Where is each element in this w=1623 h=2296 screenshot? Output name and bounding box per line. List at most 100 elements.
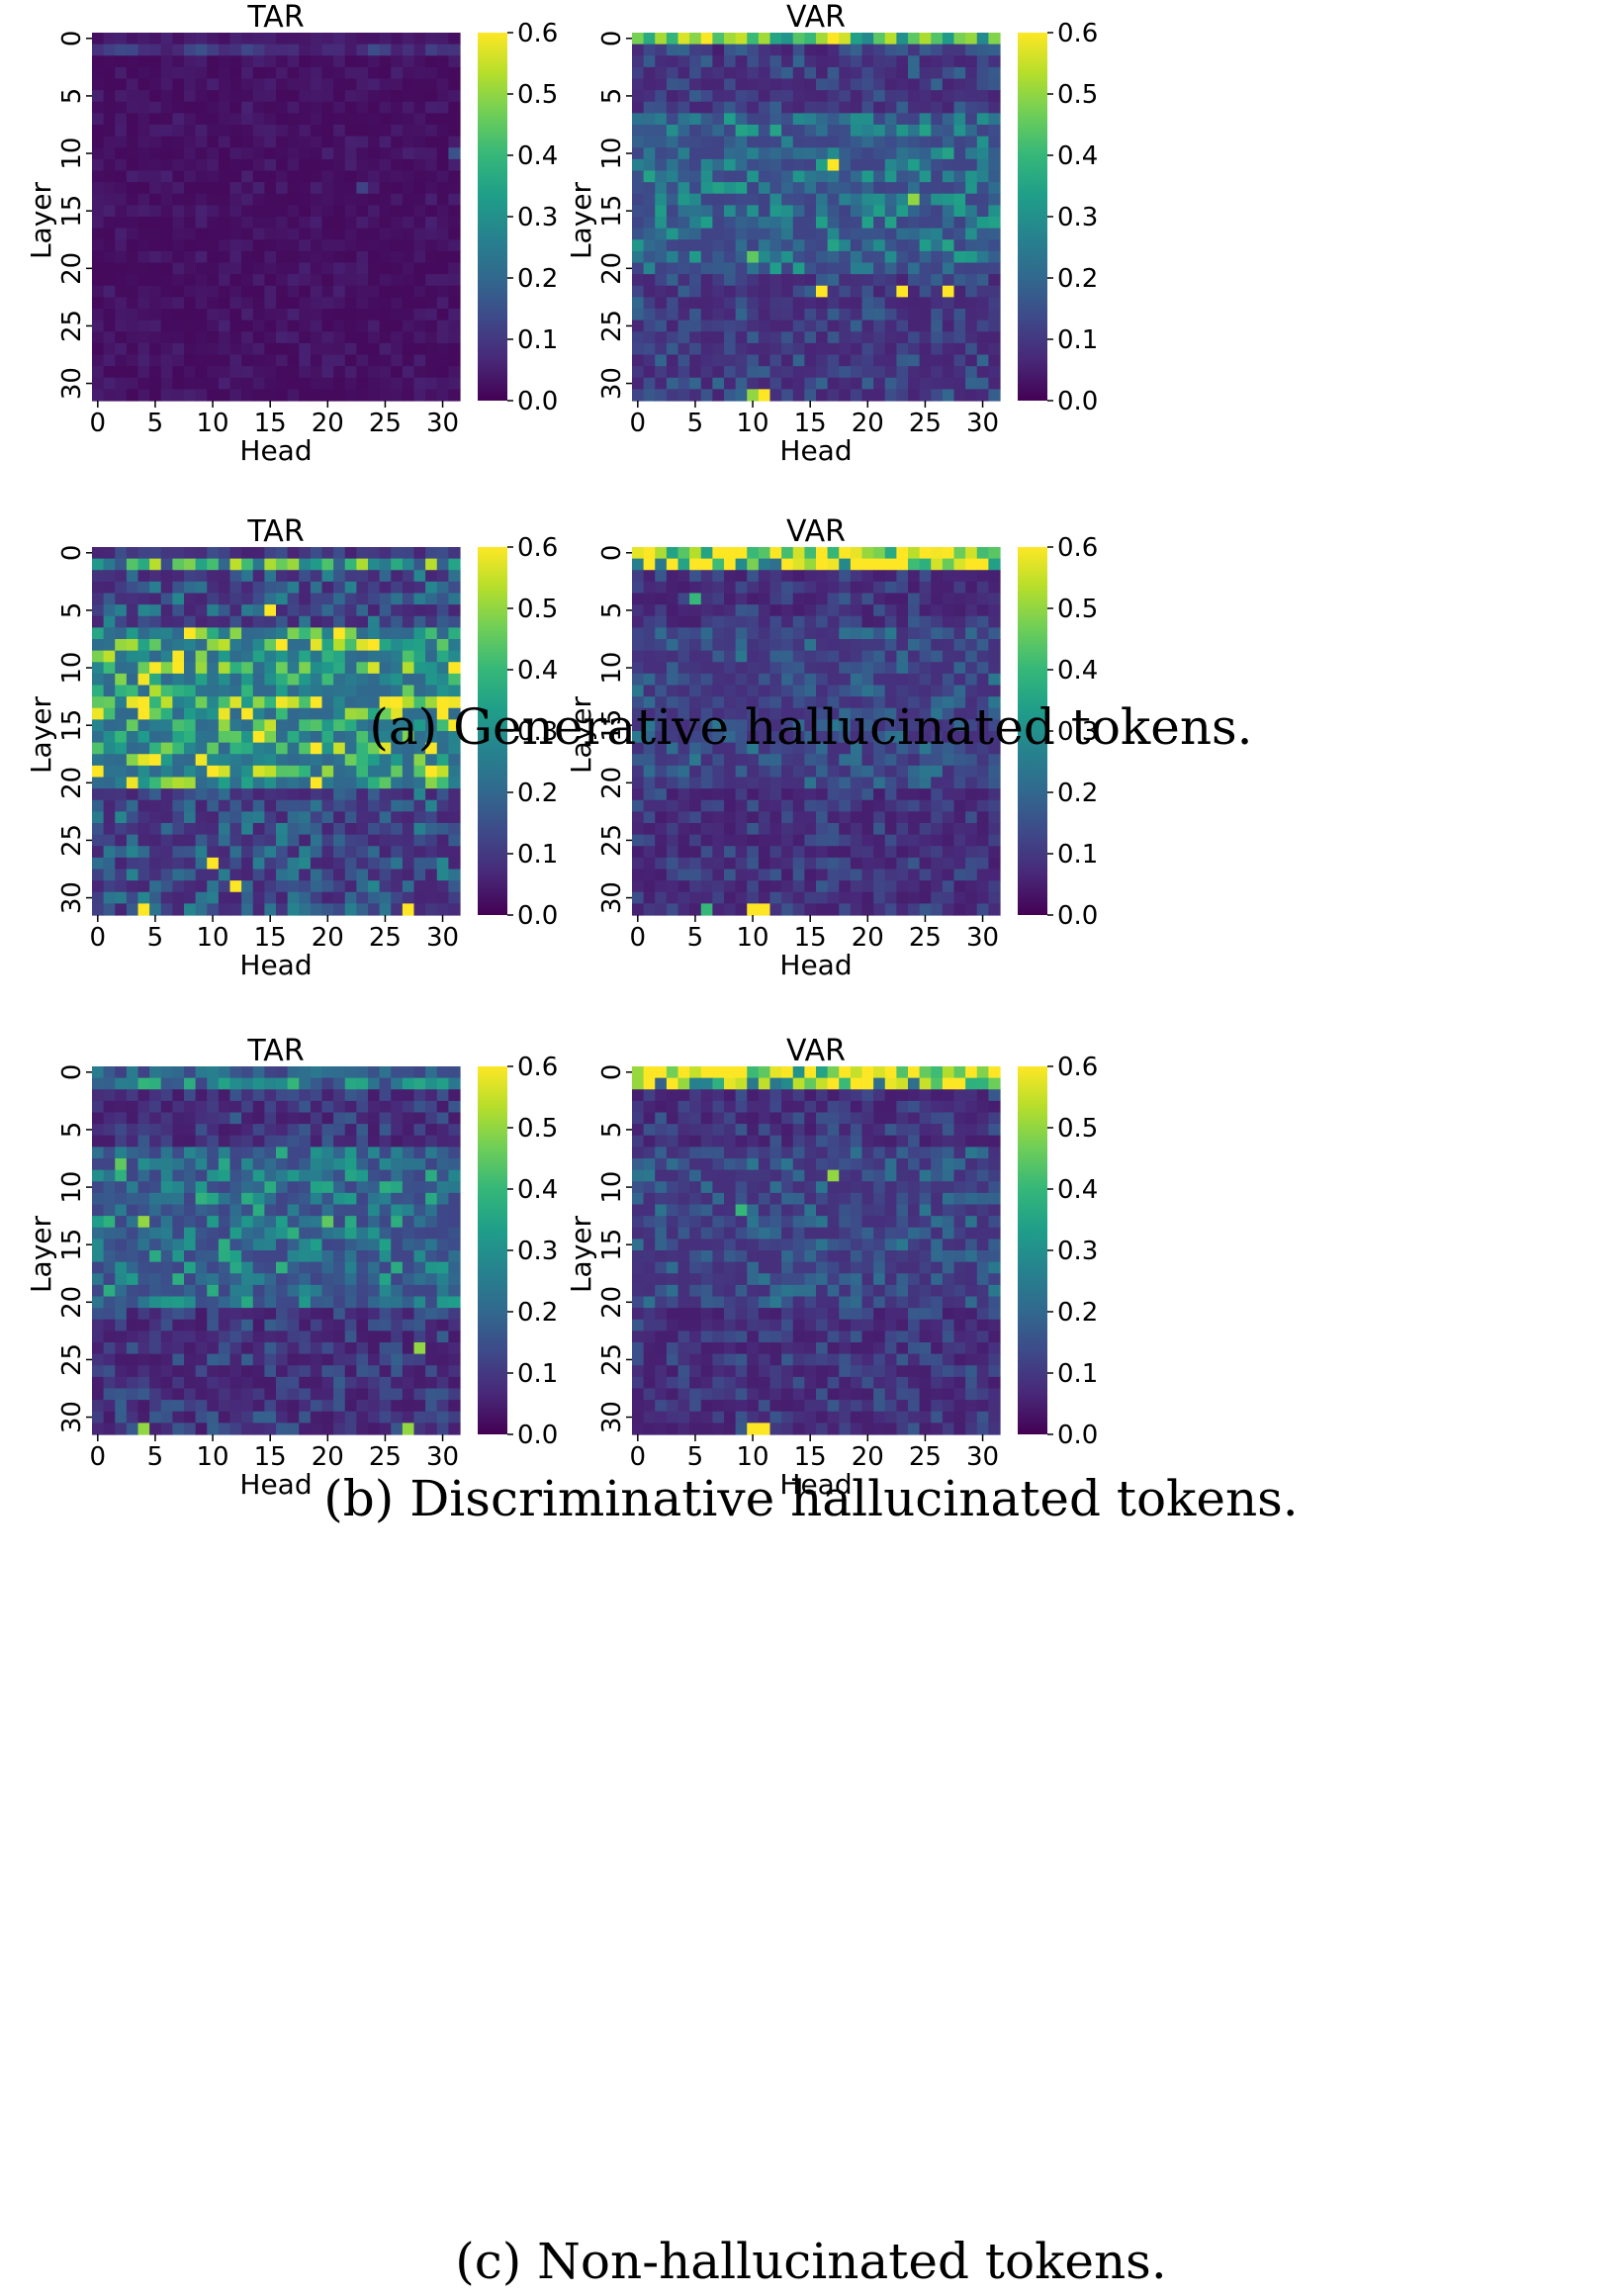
heatmap-cell [413,742,426,755]
heatmap-cell [356,1077,369,1090]
heatmap-cell [804,777,817,789]
heatmap-cell [184,239,197,252]
heatmap-cell [724,880,737,893]
heatmap-cell [792,320,805,332]
heatmap-cell [769,90,782,103]
heatmap-cell [931,604,944,617]
heatmap-cell [436,1124,449,1137]
heatmap-cell [229,788,242,801]
heatmap-cell [839,113,852,126]
heatmap-cell [839,55,852,68]
heatmap-cell [689,823,702,836]
heatmap-cell [252,1135,265,1148]
heatmap-cell [195,615,208,628]
heatmap-cell [391,615,404,628]
heatmap-cell [735,239,748,252]
heatmap-cell [402,320,415,332]
heatmap-cell [908,615,921,628]
heatmap-cell [953,823,966,836]
heatmap-cell [712,182,725,195]
heatmap-cell [827,846,840,859]
heatmap-cell [264,1147,277,1159]
heatmap-cell [160,673,173,687]
heatmap-cell [184,217,197,230]
heatmap-cell [712,285,725,298]
heatmap-cell [425,1239,438,1251]
heatmap-cell [252,331,265,344]
heatmap-cell [908,558,921,571]
heatmap-cell [425,1227,438,1240]
heatmap-cells [632,33,1001,402]
heatmap-cell [252,354,265,367]
heatmap-cell [195,239,208,252]
heatmap-cell [700,297,713,310]
heatmap-cell [368,158,381,172]
heatmap-cell [402,1147,415,1159]
heatmap-cell [436,650,449,663]
heatmap-cell [700,217,713,230]
heatmap-cell [379,570,392,583]
heatmap-cell [252,170,265,183]
heatmap-cell [103,662,116,675]
heatmap-cell [816,377,829,390]
heatmap-cell [276,857,289,871]
heatmap-cell [827,765,840,779]
heatmap-cell [850,125,863,138]
heatmap-cell [827,377,840,390]
heatmap-cell [965,158,978,172]
heatmap-cell [747,193,760,206]
heatmap-cell [413,1239,426,1251]
heatmap-cell [976,696,989,709]
heatmap-cell [276,1077,289,1090]
heatmap-cell [356,615,369,628]
heatmap-cell [425,593,438,605]
heatmap-cell [643,639,656,652]
heatmap-cell [207,869,220,881]
heatmap-cell [207,1273,220,1286]
heatmap-cell [988,147,1001,160]
heatmap-cell [436,297,449,310]
heatmap-cell [988,604,1001,617]
heatmap-cell [781,799,794,812]
heatmap-cell [195,193,208,206]
heatmap-cell [781,217,794,230]
heatmap-cell [115,262,128,275]
heatmap-cell [137,33,150,46]
heatmap-cell [218,1204,231,1217]
heatmap-cell [724,570,737,583]
heatmap-cell [436,366,449,379]
heatmap-cell [310,182,323,195]
heatmap-cell [965,125,978,138]
heatmap-cell [908,250,921,264]
y-axis-label: Layer [565,695,597,774]
heatmap-cell [816,239,829,252]
heatmap-cell [218,1273,231,1286]
heatmap-cell [804,731,817,744]
heatmap-cell [942,262,955,275]
heatmap-cell [839,903,852,916]
heatmap-cell [172,604,185,617]
heatmap-cell [333,707,346,720]
heatmap-cell [666,558,679,571]
heatmap-cell [126,285,139,298]
heatmap-cell [379,274,392,287]
heatmap-cell [115,615,128,628]
heatmap-cell [207,1261,220,1274]
heatmap-cell [172,558,185,571]
heatmap-cell [195,1089,208,1102]
heatmap-cell [276,662,289,675]
heatmap-cell [666,342,679,356]
heatmap-cell [172,1066,185,1079]
heatmap-cell [816,650,829,663]
heatmap-cell [321,662,334,675]
heatmap-cell [884,78,897,91]
heatmap-cell [839,354,852,367]
heatmap-cell [689,650,702,663]
heatmap-cell [92,147,105,160]
heatmap-cell [988,66,1001,80]
heatmap-cell [781,662,794,675]
heatmap-cell [643,765,656,779]
heatmap-cell [160,101,173,114]
heatmap-cell [160,788,173,801]
heatmap-cell [321,1296,334,1309]
